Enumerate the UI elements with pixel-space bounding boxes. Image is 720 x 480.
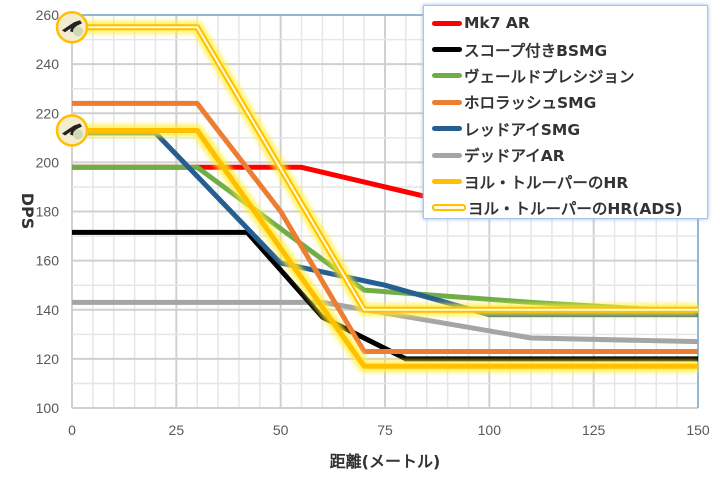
- series-line-6: [72, 127, 698, 369]
- legend-item: デッドアイAR: [432, 142, 707, 168]
- legend-swatch: [432, 73, 462, 79]
- legend-swatch: [432, 152, 462, 158]
- y-tick-label: 240: [36, 56, 60, 72]
- x-axis-title: 距離(メートル): [330, 452, 441, 471]
- y-axis-title: DPS: [18, 193, 37, 230]
- y-tick-label: 160: [36, 253, 60, 269]
- legend-label: Mk7 AR: [464, 14, 530, 33]
- y-tick-label: 140: [36, 302, 60, 318]
- weapon-icon: [55, 11, 89, 44]
- markers: [55, 11, 89, 147]
- legend-item: ヴェールドプレシジョン: [432, 63, 707, 89]
- x-tick-label: 25: [169, 422, 185, 438]
- legend-swatch: [432, 126, 462, 132]
- legend-item: ヨル・トルーパーのHR(ADS): [432, 195, 707, 221]
- y-tick-label: 100: [36, 400, 60, 416]
- series-line-5: [72, 299, 699, 345]
- legend-swatch: [432, 20, 462, 26]
- legend-swatch: [432, 179, 462, 185]
- series-line-3: [72, 100, 698, 355]
- legend-item: レッドアイSMG: [432, 116, 707, 142]
- y-tick-label: 180: [36, 204, 60, 220]
- legend-label: ヨル・トルーパーのHR: [464, 173, 629, 192]
- legend-label: ホロラッシュSMG: [464, 94, 597, 113]
- y-tick-label: 120: [36, 351, 60, 367]
- y-tick-label: 200: [36, 154, 60, 170]
- legend-label: ヴェールドプレシジョン: [464, 67, 635, 86]
- legend-label: デッドアイAR: [464, 147, 565, 166]
- y-tick-label: 220: [36, 105, 60, 121]
- x-tick-label: 75: [377, 422, 393, 438]
- legend-swatch: [432, 47, 462, 53]
- x-tick-label: 50: [273, 422, 289, 438]
- legend-label: レッドアイSMG: [464, 120, 581, 139]
- y-tick-label: 260: [36, 7, 60, 23]
- series-line-7-inner: [72, 26, 698, 311]
- legend-label: ヨル・トルーパーのHR(ADS): [468, 199, 683, 218]
- x-tick-label: 100: [478, 422, 502, 438]
- legend-label: スコープ付きBSMG: [464, 41, 608, 60]
- legend-item: ホロラッシュSMG: [432, 89, 707, 115]
- legend: Mk7 AR スコープ付きBSMG ヴェールドプレシジョン ホロラッシュSMG レッドア…: [423, 5, 708, 219]
- x-tick-label: 150: [686, 422, 710, 438]
- legend-item: Mk7 AR: [432, 10, 707, 36]
- legend-item: ヨル・トルーパーのHR: [432, 168, 707, 194]
- series-lines: [72, 21, 699, 373]
- legend-swatch: [432, 99, 462, 105]
- legend-swatch: [432, 204, 466, 212]
- weapon-icon: [55, 114, 89, 147]
- x-tick-label: 125: [582, 422, 606, 438]
- x-tick-label: 0: [68, 422, 76, 438]
- legend-item: スコープ付きBSMG: [432, 36, 707, 62]
